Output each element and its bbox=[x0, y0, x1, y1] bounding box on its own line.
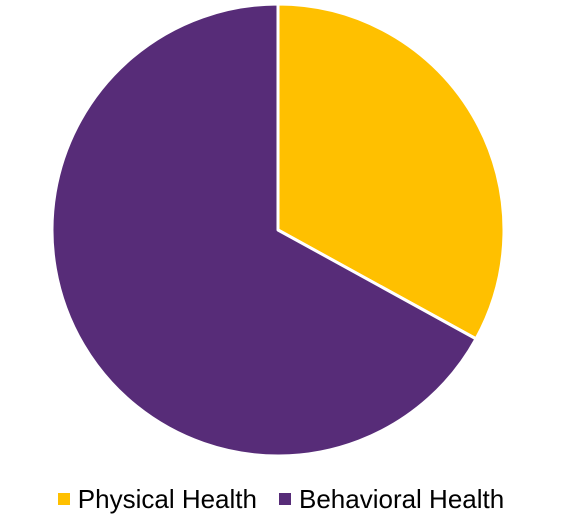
legend-item-physical-health: Physical Health bbox=[57, 484, 257, 514]
legend-item-behavioral-health: Behavioral Health bbox=[278, 484, 505, 514]
pie-svg bbox=[50, 2, 506, 458]
legend: Physical Health Behavioral Health bbox=[0, 474, 562, 524]
legend-swatch-physical-health bbox=[57, 493, 70, 505]
pie-slice-behavioral-health bbox=[50, 2, 478, 458]
legend-swatch-behavioral-health bbox=[278, 493, 291, 505]
legend-label-behavioral-health: Behavioral Health bbox=[298, 484, 505, 514]
pie-slice-physical-health bbox=[276, 2, 506, 341]
legend-label-physical-health: Physical Health bbox=[77, 484, 257, 514]
